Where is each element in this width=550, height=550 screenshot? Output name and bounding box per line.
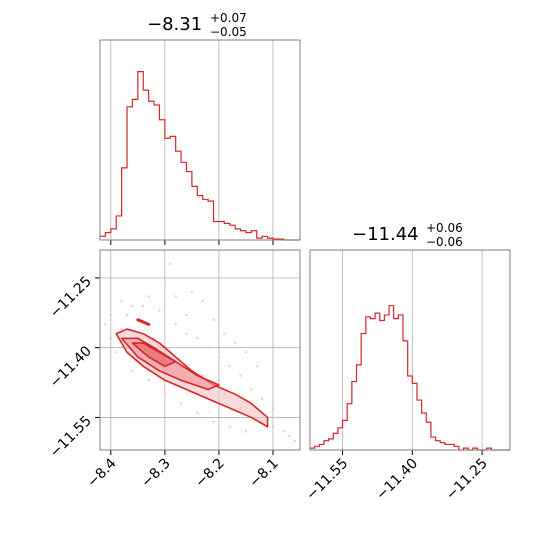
- scatter-point: [158, 309, 161, 312]
- y-tick-label: −11.25: [47, 273, 95, 321]
- scatter-point: [190, 290, 194, 294]
- y-tick-label: −11.55: [47, 413, 95, 461]
- marginal-title-param2: −11.44: [352, 224, 419, 245]
- scatter-point: [201, 299, 204, 303]
- scatter-point: [293, 439, 296, 442]
- scatter-point: [104, 323, 107, 326]
- scatter-point: [185, 332, 188, 335]
- histogram-step-param2: [310, 305, 510, 451]
- scatter-point: [260, 397, 264, 401]
- joint-panel: −8.4 −8.3 −8.2 −8.1 −11.25 −11.40 −11.55: [47, 249, 301, 491]
- x-tick-label: −11.25: [443, 456, 491, 504]
- x-tick-label: −11.40: [373, 456, 421, 504]
- histogram-panel-param1: [99, 39, 301, 245]
- scatter-point: [282, 430, 285, 433]
- scatter-point: [244, 430, 248, 433]
- scatter-point: [131, 369, 134, 373]
- scatter-point: [196, 337, 199, 340]
- x-tick-label: −11.55: [303, 456, 351, 504]
- marginal-title-param1-minus: −0.05: [210, 25, 247, 39]
- scatter-point: [163, 281, 167, 284]
- scatter-point: [206, 346, 210, 349]
- scatter-point: [196, 411, 199, 414]
- marginal-title-param1: −8.31: [147, 14, 202, 35]
- scatter-point: [179, 402, 183, 405]
- marginal-title-param2-value: −11.44: [352, 224, 419, 245]
- scatter-point: [174, 323, 177, 326]
- marginal-title-param1-plus: +0.07: [210, 11, 247, 25]
- scatter-point: [185, 313, 188, 317]
- scatter-point: [174, 295, 177, 298]
- histogram-panel-param2: −11.55 −11.40 −11.25: [303, 249, 511, 504]
- axes-frame-joint: [99, 249, 301, 451]
- scatter-point: [147, 295, 150, 298]
- axes-frame-param1: [99, 39, 301, 241]
- scatter-point: [271, 425, 275, 428]
- scatter-point: [255, 365, 258, 368]
- scatter-point: [109, 337, 113, 340]
- scatter-point: [120, 299, 123, 303]
- scatter-point: [163, 392, 167, 396]
- marginal-title-param2-minus: −0.06: [426, 235, 463, 249]
- x-tick-label: −8.4: [84, 455, 119, 490]
- scatter-point: [277, 416, 280, 419]
- scatter-point: [228, 365, 231, 368]
- scatter-point: [271, 406, 275, 410]
- scatter-point: [125, 313, 129, 317]
- scatter-point: [120, 327, 123, 331]
- scatter-point: [217, 355, 221, 359]
- histogram-step-param1: [100, 71, 300, 241]
- x-tick-label: −8.1: [246, 456, 281, 491]
- x-tick-label: −8.2: [192, 456, 227, 491]
- scatter-point: [201, 374, 204, 377]
- scatter-point: [287, 434, 291, 438]
- scatter-point: [109, 313, 113, 317]
- scatter-point: [212, 420, 215, 424]
- scatter-point: [239, 374, 242, 377]
- marginal-title-param2-plus: +0.06: [426, 221, 463, 235]
- scatter-point: [217, 379, 221, 382]
- scatter-point: [147, 379, 150, 382]
- scatter-point: [131, 304, 134, 308]
- x-tick-label: −8.3: [138, 456, 173, 491]
- scatter-point: [212, 318, 215, 321]
- scatter-point: [115, 351, 118, 354]
- contour-blob: [136, 318, 151, 326]
- scatter-point: [223, 332, 226, 335]
- y-tick-label: −11.40: [47, 343, 95, 391]
- scatter-point: [169, 262, 172, 266]
- scatter-point: [142, 304, 145, 308]
- scatter-point: [233, 341, 237, 345]
- marginal-title-param1-value: −8.31: [147, 14, 202, 35]
- contour-level-inner: [131, 342, 177, 368]
- axes-frame-param2: [309, 249, 511, 451]
- scatter-point: [228, 425, 231, 428]
- scatter-point: [250, 388, 253, 391]
- scatter-point: [244, 351, 248, 354]
